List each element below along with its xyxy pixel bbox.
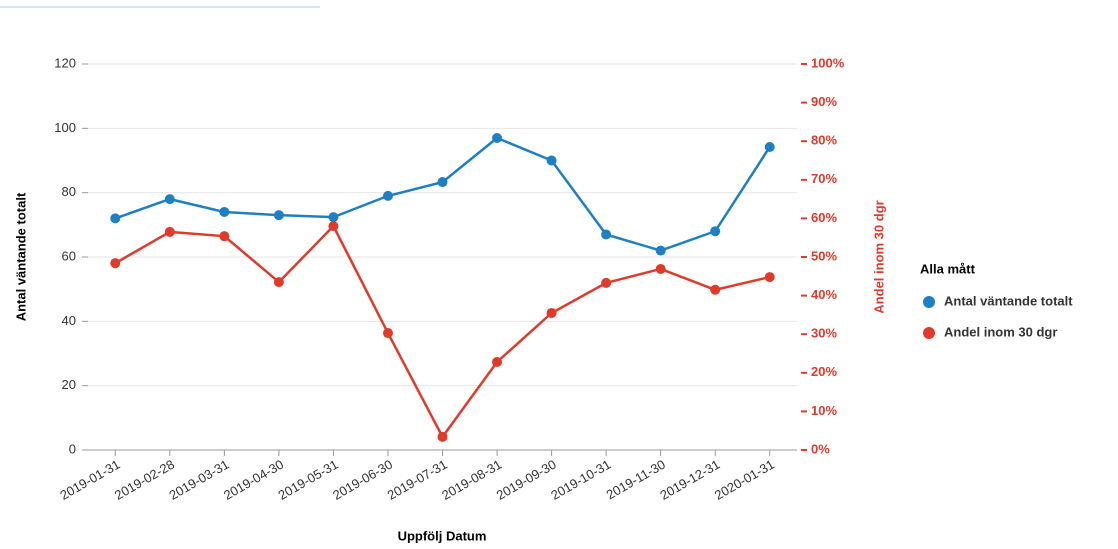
series-point	[328, 212, 339, 223]
y2-tick-label: 80%	[811, 133, 837, 148]
series-point	[164, 226, 175, 237]
series-point	[601, 229, 612, 240]
series-point	[437, 177, 448, 188]
series-point	[710, 284, 721, 295]
legend-label: Andel inom 30 dgr	[944, 324, 1057, 339]
series-point	[110, 258, 121, 269]
y-tick-label: 0	[69, 441, 76, 456]
series-point	[382, 190, 393, 201]
y2-tick-label: 10%	[811, 403, 837, 418]
series-point	[764, 141, 775, 152]
series-point	[273, 277, 284, 288]
y2-tick-label: 20%	[811, 364, 837, 379]
series-point	[328, 221, 339, 232]
x-tick-label: 2019-12-31	[657, 457, 722, 503]
series-point	[601, 277, 612, 288]
y-tick-label: 80	[62, 184, 76, 199]
x-tick-label: 2019-06-30	[330, 457, 395, 503]
x-tick-label: 2019-04-30	[221, 457, 286, 503]
y2-tick-label: 50%	[811, 248, 837, 263]
series-point	[492, 356, 503, 367]
series-point	[764, 272, 775, 283]
y-tick-label: 100	[54, 120, 76, 135]
series-point	[219, 206, 230, 217]
series-point	[710, 226, 721, 237]
series-point	[546, 307, 557, 318]
legend-label: Antal väntande totalt	[944, 293, 1073, 308]
x-tick-label: 2019-03-31	[166, 457, 231, 503]
series-point	[655, 245, 666, 256]
y2-tick-label: 40%	[811, 287, 837, 302]
x-tick-label: 2019-07-31	[385, 457, 450, 503]
x-tick-label: 2019-02-28	[112, 457, 177, 503]
x-tick-label: 2019-11-30	[604, 457, 668, 503]
series-point	[437, 431, 448, 442]
series-point	[164, 194, 175, 205]
y2-axis-title: Andel inom 30 dgr	[871, 200, 886, 313]
legend-title: Alla mått	[920, 261, 976, 276]
y2-tick-label: 30%	[811, 326, 837, 341]
series-point	[655, 263, 666, 274]
y-tick-label: 20	[62, 377, 76, 392]
y2-tick-label: 70%	[811, 171, 837, 186]
series-point	[219, 231, 230, 242]
series-line	[114, 136, 771, 252]
legend-marker	[923, 327, 935, 339]
x-tick-label: 2020-01-31	[712, 457, 777, 503]
series-point	[110, 213, 121, 224]
x-tick-label: 2019-09-30	[494, 457, 559, 503]
x-tick-label: 2019-05-31	[276, 457, 341, 503]
x-tick-label: 2019-08-31	[439, 457, 504, 503]
y2-tick-label: 0%	[811, 441, 830, 456]
y2-tick-label: 90%	[811, 94, 837, 109]
y-tick-label: 60	[62, 248, 76, 263]
series-point	[273, 210, 284, 221]
y2-tick-label: 100%	[811, 55, 845, 70]
x-axis-title: Uppfölj Datum	[398, 528, 487, 543]
series-point	[492, 132, 503, 143]
series-point	[546, 155, 557, 166]
x-tick-label: 2019-01-31	[57, 457, 122, 503]
y-axis-title: Antal väntande totalt	[13, 192, 28, 321]
y-tick-label: 40	[62, 313, 76, 328]
series-line	[114, 223, 771, 440]
x-tick-label: 2019-10-31	[548, 457, 613, 503]
y2-tick-label: 60%	[811, 210, 837, 225]
y-tick-label: 120	[54, 55, 76, 70]
legend-marker	[923, 296, 935, 308]
series-point	[382, 328, 393, 339]
